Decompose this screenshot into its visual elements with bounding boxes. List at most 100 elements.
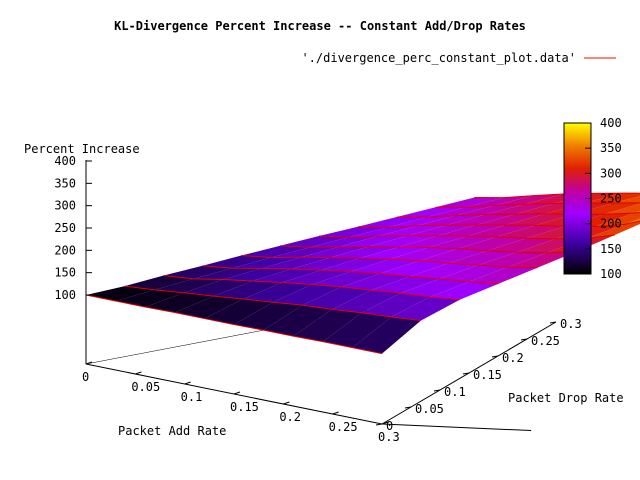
colorbar-tick-label: 300 <box>600 166 622 180</box>
surface-mesh-line <box>85 294 383 355</box>
surface-facet <box>280 236 349 248</box>
surface-facet <box>505 213 575 226</box>
surface-facet <box>583 193 640 204</box>
surface-mesh-line <box>163 274 460 301</box>
surface-facet <box>243 282 312 303</box>
surface-facet <box>322 312 392 348</box>
x-tick-label: 0.25 <box>329 420 358 434</box>
surface-mesh-line <box>124 285 421 322</box>
surface-facet <box>417 214 486 226</box>
surface-facet <box>300 246 369 258</box>
x-tick-label: 0.2 <box>279 410 301 424</box>
surface-facet <box>389 247 458 261</box>
colorbar-ticks: 100 150 200 250 300 350 400 <box>585 116 622 281</box>
surface-mesh-line <box>280 245 577 254</box>
x-tick-label: 0.15 <box>230 400 259 414</box>
surface-facet <box>485 203 554 215</box>
x-tick <box>184 381 191 385</box>
surface-facet <box>359 247 429 260</box>
surface-facet <box>594 212 640 227</box>
surface-facet <box>585 220 640 239</box>
surface-facet <box>396 207 466 218</box>
y-tick-label: 0.3 <box>560 317 582 331</box>
x-tick-label: 0.3 <box>378 430 400 444</box>
surface-facet <box>330 246 399 259</box>
surface-facet <box>124 275 194 290</box>
surface-facet <box>400 278 469 297</box>
surface-facet <box>426 205 495 218</box>
y-tick-label: 0.2 <box>502 351 524 365</box>
surface-facet <box>163 265 233 279</box>
surface-mesh-line <box>396 212 640 218</box>
surface-facet <box>272 284 342 306</box>
surface-mesh-line <box>357 220 640 228</box>
surface-facet <box>234 302 303 331</box>
surface-facet <box>350 259 419 274</box>
surface-facet <box>437 224 506 237</box>
surface-facet <box>184 279 253 297</box>
colorbar-tick-label: 400 <box>600 116 622 130</box>
axis-ticks: 00.050.10.150.20.250.300.050.10.150.20.2… <box>54 154 581 444</box>
surface-facet <box>202 255 271 269</box>
surface-facet <box>348 225 418 238</box>
surface-facet <box>154 278 223 293</box>
surface-facet <box>361 293 431 317</box>
y-tick-label: 0.05 <box>415 402 444 416</box>
surface-facet <box>507 251 577 268</box>
x-tick <box>85 361 93 365</box>
surface-facet <box>418 248 488 264</box>
x-tick-label: 0.05 <box>131 380 160 394</box>
surface-facet <box>309 235 379 248</box>
y-tick <box>462 372 470 375</box>
surface-facet <box>387 215 456 228</box>
surface-facet <box>494 194 564 206</box>
surface-facet <box>430 281 499 300</box>
z-tick-label: 300 <box>54 199 76 213</box>
y-tick <box>491 355 499 358</box>
surface-facet <box>293 309 362 342</box>
z-tick-label: 200 <box>54 243 76 257</box>
y-tick <box>375 423 383 426</box>
surface-facet <box>174 296 244 319</box>
surface-facet <box>270 246 340 258</box>
surface-facet <box>261 257 331 269</box>
surface-mesh-line <box>241 255 538 269</box>
surface-facet <box>478 252 547 268</box>
surface-facet <box>487 238 556 253</box>
legend-label: './divergence_perc_constant_plot.data' <box>301 51 576 65</box>
y-axis-line <box>381 423 532 432</box>
surface-facet <box>465 195 534 208</box>
surface-facet <box>380 260 449 277</box>
surface-facet <box>213 280 283 299</box>
surface-facet <box>319 226 388 238</box>
x-tick-label: 0 <box>82 370 89 384</box>
surface-mesh-line <box>202 265 499 285</box>
surface-facet <box>352 316 421 354</box>
z-axis-label: Percent Increase <box>24 142 140 156</box>
surface-facet <box>241 245 310 258</box>
surface-facet <box>468 267 538 284</box>
y-tick <box>549 321 557 324</box>
y-tick-label: 0.15 <box>473 368 502 382</box>
surface-facet <box>204 298 273 325</box>
surface-facet <box>457 236 527 251</box>
surface-facet <box>339 235 408 247</box>
surface-facet <box>391 296 460 321</box>
surface-facet <box>467 225 536 237</box>
surface-facet <box>613 196 640 204</box>
surface-facet <box>378 225 447 236</box>
surface-facet <box>232 257 301 269</box>
surface-facet <box>446 214 516 226</box>
surface-facet <box>115 289 185 307</box>
x-tick <box>381 421 389 425</box>
x-tick-label: 0.1 <box>181 390 203 404</box>
surface-facet <box>302 286 371 310</box>
z-tick-label: 400 <box>54 154 76 168</box>
surface-facet <box>448 250 517 266</box>
y-tick-label: 0.1 <box>444 385 466 399</box>
surface-facet <box>311 271 381 287</box>
surface-facet <box>496 225 566 239</box>
x-axis-label: Packet Add Rate <box>118 424 226 438</box>
x-tick <box>283 401 290 405</box>
